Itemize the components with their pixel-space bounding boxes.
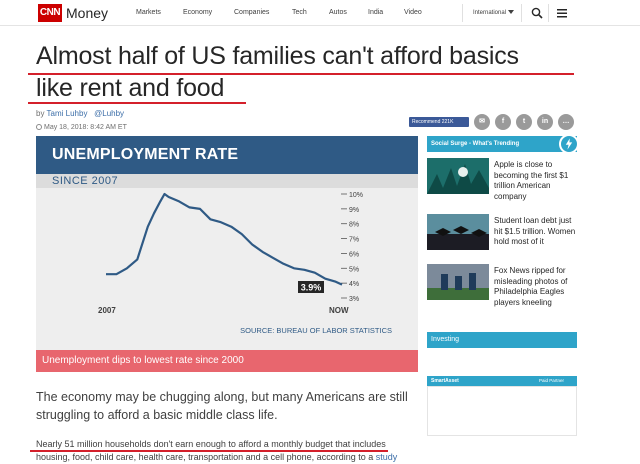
red-underline-annotation bbox=[28, 73, 574, 75]
more-icon[interactable]: … bbox=[558, 114, 574, 130]
smartasset-widget[interactable] bbox=[427, 386, 577, 436]
social-surge-title: Social Surge - What's Trending bbox=[431, 141, 520, 147]
article-paragraph-2: Nearly 51 million households don't earn … bbox=[36, 438, 416, 464]
current-rate-box bbox=[298, 281, 324, 293]
y-tick-label: 4% bbox=[349, 281, 359, 288]
paragraph-2-line-2: housing, food, child care, health care, … bbox=[36, 452, 374, 462]
top-navigation: CNN Money Markets Economy Companies Tech… bbox=[0, 0, 640, 26]
image-caption: Unemployment dips to lowest rate since 2… bbox=[36, 350, 418, 372]
y-tick-label: 3% bbox=[349, 296, 359, 303]
region-selector[interactable]: International bbox=[473, 10, 507, 16]
story-link-apple[interactable]: Apple is close to becoming the first $1 … bbox=[494, 160, 569, 201]
y-tick-label: 10% bbox=[349, 192, 363, 199]
red-underline-annotation bbox=[28, 102, 246, 104]
facebook-icon[interactable]: f bbox=[495, 114, 511, 130]
lightning-bolt-icon bbox=[559, 134, 579, 154]
headline-line-1: Almost half of US families can't afford … bbox=[36, 42, 519, 70]
investing-header bbox=[427, 332, 577, 348]
current-rate-label: 3.9% bbox=[301, 283, 322, 293]
y-tick-label: 7% bbox=[349, 237, 359, 244]
x-tick-start: 2007 bbox=[98, 306, 116, 315]
byline: by Tami Luhby @Luhby bbox=[36, 109, 124, 119]
unemployment-chart: 10% 9% 8% 7% 6% 5% 4% 3% 3.9% 2007 NOW SOURCE: … bbox=[98, 192, 392, 335]
story-link-student-loans[interactable]: Student loan debt just hit $1.5 trillion… bbox=[494, 216, 576, 246]
chart-subtitle-bar bbox=[36, 174, 418, 188]
chart-source: SOURCE: BUREAU OF LABOR STATISTICS bbox=[240, 326, 392, 335]
chevron-down-icon[interactable] bbox=[508, 10, 514, 14]
chart-title: UNEMPLOYMENT RATE bbox=[52, 146, 239, 163]
nav-divider bbox=[521, 4, 522, 22]
hamburger-menu-icon[interactable] bbox=[556, 7, 568, 19]
nav-link-markets[interactable]: Markets bbox=[136, 9, 161, 16]
nav-link-video[interactable]: Video bbox=[404, 9, 422, 16]
y-tick-label: 6% bbox=[349, 251, 359, 258]
smartasset-header bbox=[427, 376, 577, 386]
nav-divider bbox=[462, 4, 463, 22]
author-twitter-link[interactable]: @Luhby bbox=[94, 109, 125, 118]
study-link[interactable]: study bbox=[375, 452, 398, 462]
unemployment-line bbox=[106, 192, 343, 286]
story-thumbnail-apple[interactable] bbox=[427, 158, 489, 194]
facebook-recommend-button[interactable]: Recommend 221K bbox=[409, 117, 469, 127]
headline-line-2: like rent and food bbox=[36, 74, 225, 102]
publish-date: May 18, 2018: 8:42 AM ET bbox=[44, 124, 127, 131]
red-underline-annotation bbox=[30, 450, 388, 452]
linkedin-icon[interactable]: in bbox=[537, 114, 553, 130]
story-thumbnail-fox-news[interactable] bbox=[427, 264, 489, 300]
nav-link-autos[interactable]: Autos bbox=[329, 9, 347, 16]
cnn-logo[interactable]: CNN bbox=[38, 4, 62, 22]
twitter-icon[interactable]: t bbox=[516, 114, 532, 130]
clock-icon bbox=[36, 124, 42, 130]
page-title: Almost half of US families can't afford … bbox=[36, 40, 596, 104]
nav-link-tech[interactable]: Tech bbox=[292, 9, 307, 16]
social-surge-header bbox=[427, 136, 577, 152]
nav-link-companies[interactable]: Companies bbox=[234, 9, 270, 16]
article-paragraph-1: The economy may be chugging along, but m… bbox=[36, 390, 408, 422]
story-link-fox-news[interactable]: Fox News ripped for misleading photos of… bbox=[494, 266, 568, 307]
paragraph-2-line-1: Nearly 51 million households don't earn … bbox=[36, 439, 386, 449]
nav-link-india[interactable]: India bbox=[368, 9, 384, 16]
paid-partner-label: Paid Partner bbox=[539, 378, 565, 383]
x-tick-end: NOW bbox=[329, 306, 349, 315]
story-thumbnail-student-loans[interactable] bbox=[427, 214, 489, 250]
y-tick-label: 5% bbox=[349, 266, 359, 273]
dateline: May 18, 2018: 8:42 AM ET bbox=[36, 123, 127, 133]
author-link[interactable]: Tami Luhby bbox=[46, 109, 88, 118]
byline-prefix: by bbox=[36, 109, 45, 118]
search-icon[interactable] bbox=[531, 7, 543, 19]
chart-subtitle: SINCE 2007 bbox=[52, 175, 119, 187]
mail-icon[interactable]: ✉ bbox=[474, 114, 490, 130]
money-brand[interactable]: Money bbox=[66, 5, 109, 21]
y-tick-label: 8% bbox=[349, 222, 359, 229]
investing-title[interactable]: Investing bbox=[431, 336, 460, 343]
y-tick-label: 9% bbox=[349, 207, 359, 214]
smartasset-label: SmartAsset bbox=[431, 378, 459, 384]
nav-divider bbox=[548, 4, 549, 22]
chart-title-bar bbox=[36, 136, 418, 174]
nav-link-economy[interactable]: Economy bbox=[183, 9, 213, 16]
